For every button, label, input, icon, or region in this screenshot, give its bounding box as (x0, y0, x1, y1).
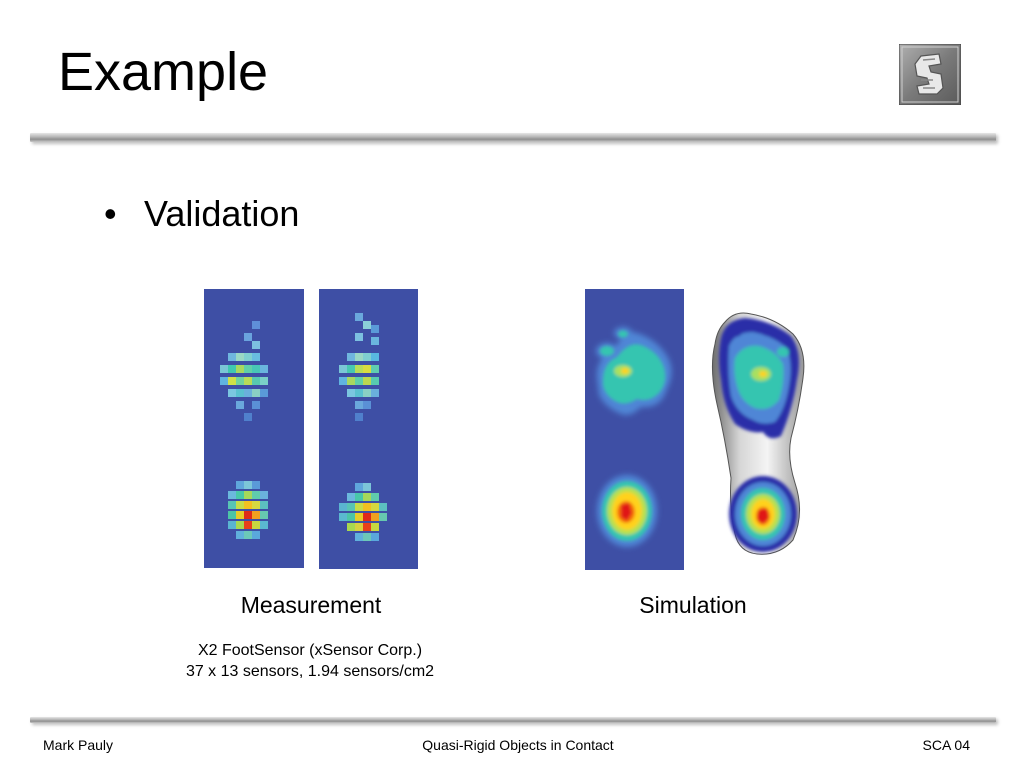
bullet-text: Validation (144, 193, 300, 234)
measurement-heatmap-1 (204, 289, 304, 568)
sensor-note-line-2: 37 x 13 sensors, 1.94 sensors/cm2 (185, 663, 435, 680)
sensor-note-line-1: X2 FootSensor (xSensor Corp.) (197, 642, 423, 659)
slide-title: Example (58, 42, 269, 102)
footer-divider (30, 717, 996, 723)
footer-venue: SCA 04 (922, 737, 970, 753)
footer-talk-title: Quasi-Rigid Objects in Contact (422, 737, 614, 753)
title-divider (30, 133, 996, 142)
measurement-caption: Measurement (240, 592, 382, 618)
simulated-foot-render (705, 308, 815, 558)
footer-author: Mark Pauly (43, 737, 114, 753)
sensor-note: X2 FootSensor (xSensor Corp.) 37 x 13 se… (150, 640, 470, 682)
simulation-heatmap (585, 289, 684, 570)
simulation-caption: Simulation (639, 592, 747, 618)
bullet-item: • Validation (104, 192, 299, 235)
measurement-heatmap-2 (319, 289, 418, 569)
bullet-dot-icon: • (104, 193, 117, 234)
institution-logo (898, 43, 962, 106)
